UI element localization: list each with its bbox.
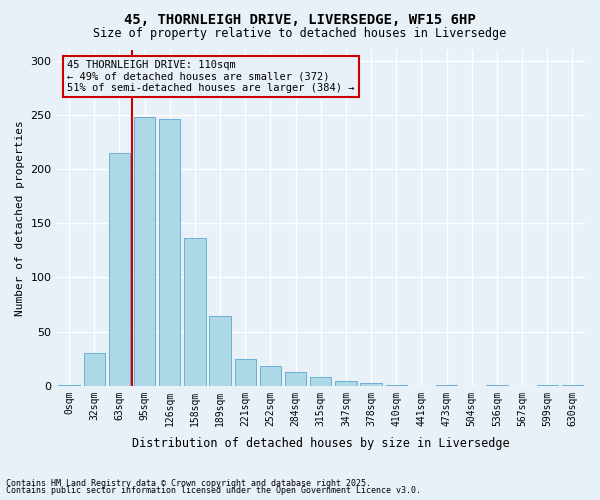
X-axis label: Distribution of detached houses by size in Liversedge: Distribution of detached houses by size …	[132, 437, 509, 450]
Bar	[83, 354, 105, 386]
Bar	[109, 153, 130, 386]
Bar	[184, 238, 206, 386]
Text: 45 THORNLEIGH DRIVE: 110sqm
← 49% of detached houses are smaller (372)
51% of se: 45 THORNLEIGH DRIVE: 110sqm ← 49% of det…	[67, 60, 355, 94]
Bar	[159, 120, 181, 386]
Bar	[436, 384, 457, 386]
Bar	[361, 382, 382, 386]
Bar	[209, 316, 231, 386]
Bar	[235, 358, 256, 386]
Bar	[134, 117, 155, 386]
Bar	[486, 384, 508, 386]
Text: 45, THORNLEIGH DRIVE, LIVERSEDGE, WF15 6HP: 45, THORNLEIGH DRIVE, LIVERSEDGE, WF15 6…	[124, 12, 476, 26]
Bar	[260, 366, 281, 386]
Bar	[58, 384, 80, 386]
Bar	[386, 384, 407, 386]
Bar	[536, 384, 558, 386]
Bar	[562, 384, 583, 386]
Text: Contains HM Land Registry data © Crown copyright and database right 2025.: Contains HM Land Registry data © Crown c…	[6, 478, 371, 488]
Text: Size of property relative to detached houses in Liversedge: Size of property relative to detached ho…	[94, 28, 506, 40]
Bar	[285, 372, 307, 386]
Text: Contains public sector information licensed under the Open Government Licence v3: Contains public sector information licen…	[6, 486, 421, 495]
Bar	[335, 382, 356, 386]
Y-axis label: Number of detached properties: Number of detached properties	[15, 120, 25, 316]
Bar	[310, 377, 331, 386]
